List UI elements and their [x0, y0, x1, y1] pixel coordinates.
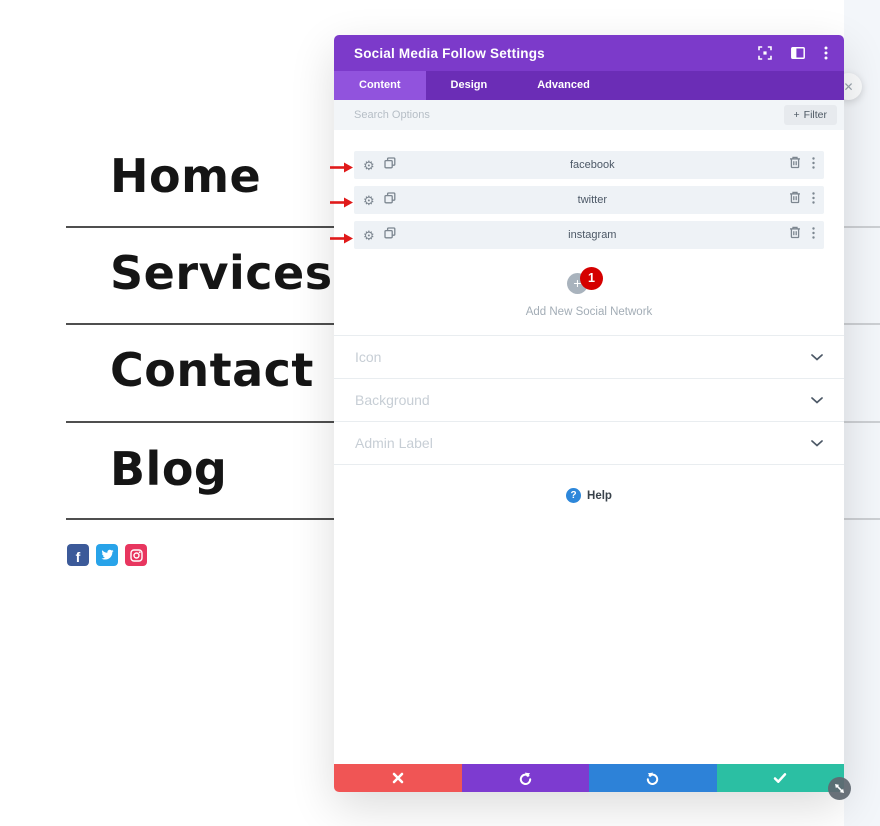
plus-icon: + [793, 109, 800, 121]
undo-button[interactable] [461, 764, 589, 792]
search-options-bar: + Filter [334, 100, 844, 130]
network-name: facebook [570, 159, 615, 171]
modal-tabbar: Content Design Advanced [334, 71, 844, 100]
undo-icon [519, 772, 531, 785]
discard-button[interactable] [334, 764, 462, 792]
trash-icon[interactable] [789, 226, 801, 244]
chevron-down-icon [811, 439, 823, 447]
modal-footer [334, 764, 844, 792]
instagram-icon[interactable] [125, 544, 147, 566]
trash-icon[interactable] [789, 191, 801, 209]
modal-body: ⚙ facebook ⚙ twitter [334, 130, 844, 764]
diagonal-resize-icon [835, 784, 844, 793]
duplicate-icon[interactable] [384, 156, 396, 174]
search-input[interactable] [354, 109, 784, 121]
chevron-down-icon [811, 353, 823, 361]
filter-button[interactable]: + Filter [783, 105, 837, 125]
twitter-icon[interactable] [96, 544, 118, 566]
nav-link-home[interactable]: Home [110, 149, 262, 203]
resize-handle[interactable] [828, 777, 851, 800]
add-new-section: + 1 Add New Social Network [334, 267, 844, 318]
close-icon: ✕ [843, 79, 854, 94]
redo-button[interactable] [589, 764, 717, 792]
question-icon: ? [566, 488, 582, 503]
network-row-instagram[interactable]: ⚙ instagram [354, 221, 824, 249]
duplicate-icon[interactable] [384, 226, 396, 244]
annotation-arrow [330, 231, 353, 244]
network-row-facebook[interactable]: ⚙ facebook [354, 151, 824, 179]
chevron-down-icon [811, 396, 823, 404]
accordion-admin-label[interactable]: Admin Label [334, 422, 844, 465]
social-follow-row: f [67, 544, 147, 566]
facebook-icon[interactable]: f [67, 544, 89, 566]
trash-icon[interactable] [789, 156, 801, 174]
add-network-label[interactable]: Add New Social Network [525, 306, 653, 318]
columns-icon[interactable] [791, 47, 805, 59]
duplicate-icon[interactable] [384, 191, 396, 209]
settings-gear-icon[interactable]: ⚙ [363, 227, 375, 243]
network-row-twitter[interactable]: ⚙ twitter [354, 186, 824, 214]
redo-icon [647, 772, 659, 785]
help-link[interactable]: ? Help [334, 488, 844, 503]
tab-design[interactable]: Design [450, 79, 488, 91]
settings-gear-icon[interactable]: ⚙ [363, 157, 375, 173]
tab-content[interactable]: Content [334, 71, 426, 100]
accordion-icon[interactable]: Icon [334, 336, 844, 379]
nav-link-blog[interactable]: Blog [110, 442, 228, 496]
modal-title: Social Media Follow Settings [354, 45, 545, 61]
notification-badge: 1 [580, 267, 603, 290]
network-name: instagram [568, 229, 617, 241]
accordion-background[interactable]: Background [334, 379, 844, 422]
ellipsis-icon[interactable] [824, 46, 828, 60]
modal-header: Social Media Follow Settings [334, 35, 844, 71]
row-ellipsis-icon[interactable] [812, 191, 815, 209]
settings-accordions: Icon Background Admin Label [334, 335, 844, 465]
filter-label: Filter [803, 109, 827, 121]
annotation-arrow [330, 160, 353, 173]
nav-link-services[interactable]: Services [110, 246, 333, 300]
settings-gear-icon[interactable]: ⚙ [363, 192, 375, 208]
settings-modal: Social Media Follow Settings Content Des… [334, 35, 844, 792]
nav-link-contact[interactable]: Contact [110, 343, 314, 397]
row-ellipsis-icon[interactable] [812, 156, 815, 174]
tab-advanced[interactable]: Advanced [537, 79, 590, 91]
save-button[interactable] [716, 764, 844, 792]
x-icon [392, 772, 404, 784]
modal-header-actions [758, 46, 828, 60]
page-fade-overlay [844, 0, 880, 826]
network-list: ⚙ facebook ⚙ twitter [354, 151, 824, 256]
annotation-arrow [330, 195, 353, 208]
check-icon [774, 773, 787, 783]
expand-icon[interactable] [758, 46, 772, 60]
row-ellipsis-icon[interactable] [812, 226, 815, 244]
network-name: twitter [577, 194, 607, 206]
